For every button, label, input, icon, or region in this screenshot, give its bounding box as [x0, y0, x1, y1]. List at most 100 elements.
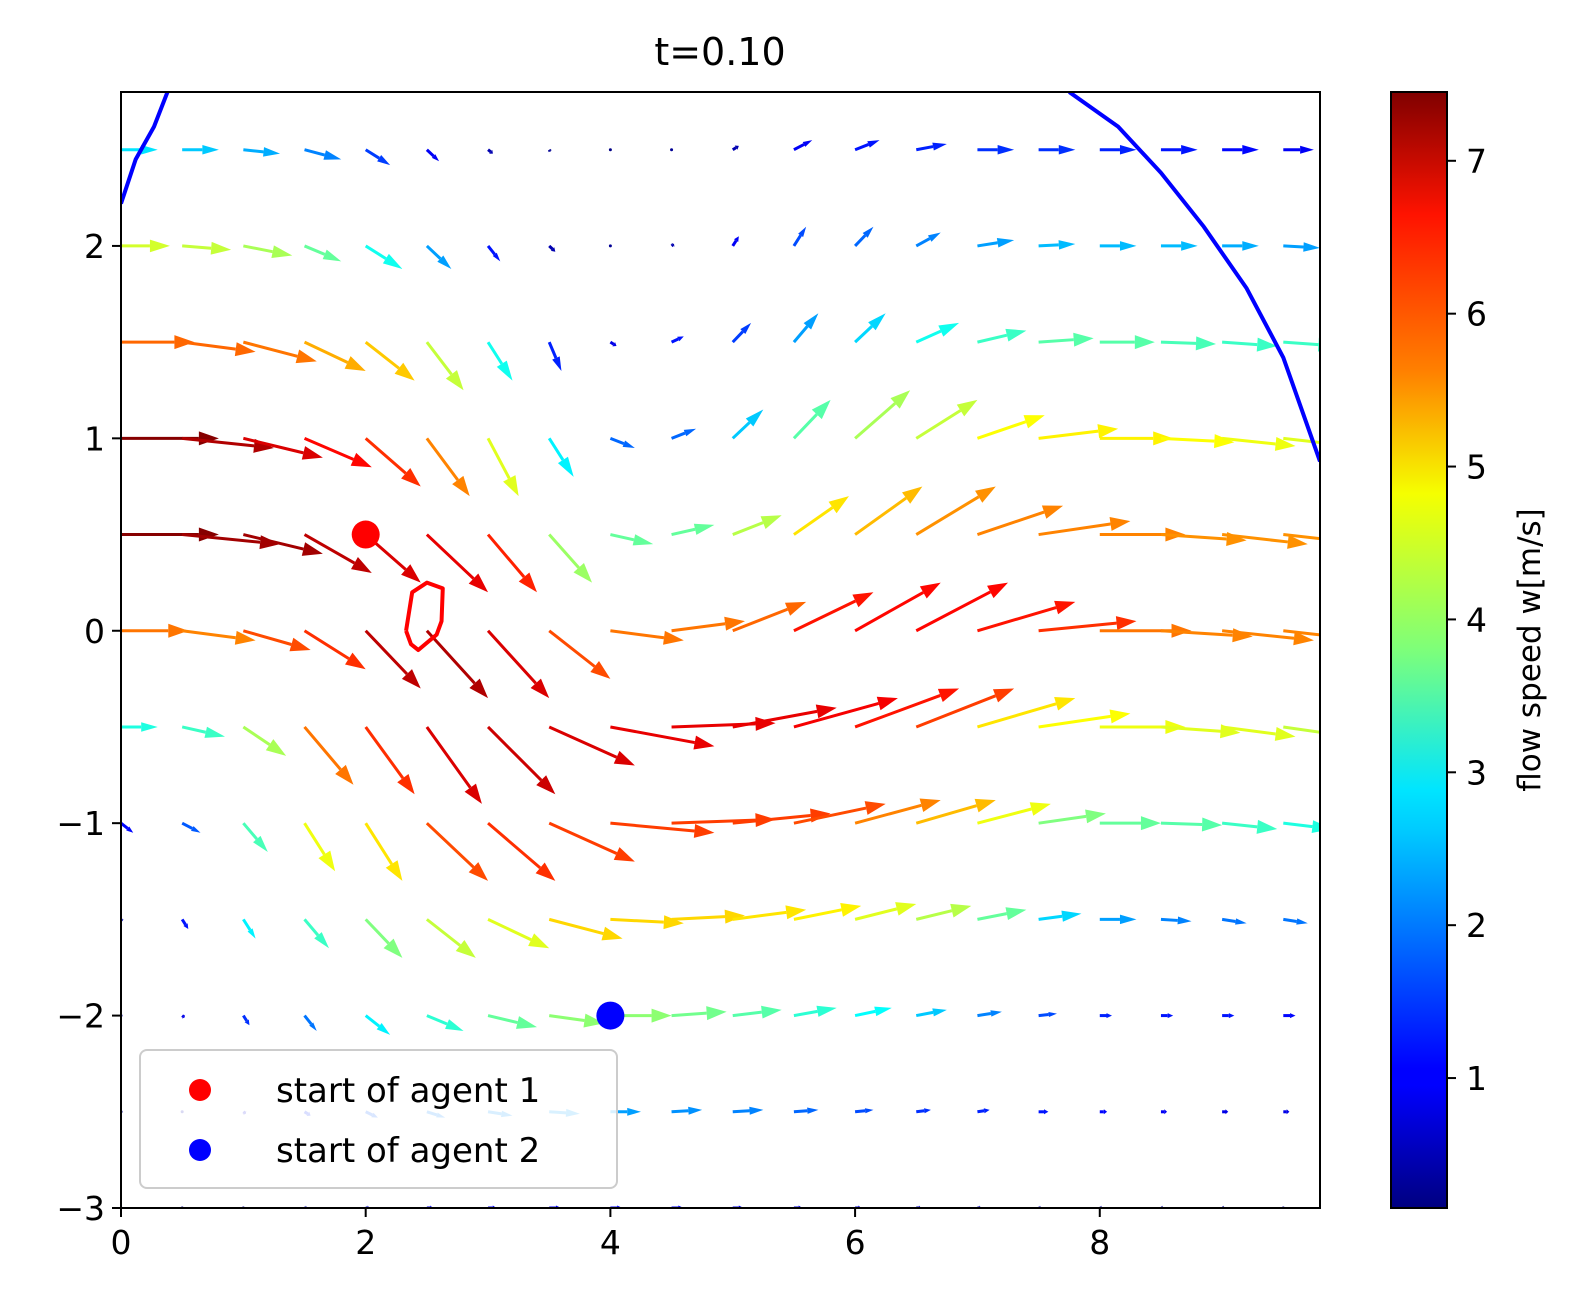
quiver-arrow	[182, 436, 274, 453]
quiver-arrow	[242, 533, 323, 556]
quiver-arrow	[1099, 241, 1137, 251]
y-tick-label: −3	[56, 1189, 105, 1228]
quiver-arrow	[487, 918, 550, 949]
quiver-arrow	[732, 808, 831, 825]
quiver-arrow	[793, 140, 813, 152]
quiver-arrow	[793, 592, 874, 633]
quiver-arrow	[732, 601, 807, 633]
quiver-arrow	[182, 144, 219, 155]
quiver-arrow	[671, 428, 697, 440]
legend-box	[139, 1049, 618, 1189]
quiver-arrow	[915, 322, 960, 344]
quiver-arrow	[364, 148, 391, 166]
quiver-arrow	[121, 821, 134, 833]
quiver-arrow	[732, 515, 782, 536]
quiver-arrow	[732, 1005, 782, 1019]
quiver-arrow	[732, 704, 837, 729]
quiver-arrow	[1038, 910, 1082, 922]
quiver-arrow	[1283, 1013, 1296, 1019]
quiver-arrow	[303, 918, 329, 949]
quiver-arrow	[303, 1014, 317, 1031]
quiver-arrow	[731, 236, 739, 247]
quiver-arrow	[671, 1106, 703, 1115]
quiver-arrow	[1283, 337, 1320, 352]
quiver-arrow	[1160, 1109, 1168, 1115]
agent-1-path	[404, 580, 445, 652]
quiver-arrow	[1283, 533, 1320, 541]
quiver-arrow	[916, 1108, 931, 1114]
quiver-arrow	[486, 725, 556, 795]
quiver-arrow	[1038, 240, 1076, 250]
quiver-arrow	[610, 915, 684, 930]
quiver-arrow	[1222, 144, 1259, 155]
quiver-arrow	[364, 1014, 391, 1035]
quiver-arrow	[243, 147, 281, 157]
quiver-arrow	[487, 148, 493, 154]
quiver-arrow	[486, 244, 501, 262]
quiver-arrow	[1099, 914, 1137, 925]
quiver-arrow	[303, 822, 336, 872]
quiver-arrow	[1038, 424, 1119, 440]
quiver-arrow	[671, 523, 715, 537]
quiver-arrow	[854, 390, 911, 440]
colorbar-tick-label: 2	[1466, 906, 1487, 945]
quiver-arrow	[1038, 616, 1137, 633]
quiver-arrow	[1222, 1013, 1235, 1019]
quiver-arrow	[548, 629, 611, 679]
quiver-arrow	[609, 436, 635, 448]
quiver-arrow	[1222, 241, 1259, 251]
quiver-arrow	[121, 144, 158, 155]
quiver-arrow	[792, 399, 831, 440]
quiver-arrow	[793, 496, 849, 536]
legend: start of agent 1 start of agent 2	[139, 1049, 618, 1189]
quiver-arrow	[548, 725, 635, 766]
quiver-arrow	[425, 629, 489, 699]
quiver-arrow	[854, 486, 923, 536]
quiver-arrows	[121, 140, 1320, 1208]
quiver-arrow	[1283, 629, 1320, 637]
quiver-arrow	[547, 437, 574, 477]
quiver-arrow	[915, 903, 972, 921]
quiver-arrow	[976, 415, 1045, 440]
boundary-curves	[121, 92, 1320, 463]
quiver-arrow	[1283, 1109, 1290, 1115]
colorbar-label: flow speed w[m/s]	[1512, 508, 1548, 792]
quiver-arrow	[303, 244, 342, 262]
quiver-arrow	[549, 1013, 605, 1028]
quiver-arrow	[671, 616, 745, 633]
quiver-arrow	[242, 725, 287, 756]
quiver-arrow	[915, 582, 1009, 633]
quiver-arrow	[1038, 709, 1131, 729]
quiver-arrow	[793, 902, 862, 921]
quiver-arrow	[854, 902, 917, 921]
quiver-arrow	[425, 822, 489, 881]
quiver-arrow	[364, 340, 415, 381]
quiver-arrow	[1283, 820, 1320, 833]
quiver-arrow	[243, 244, 293, 259]
quiver-arrow	[610, 725, 715, 750]
quiver-arrow	[1038, 1109, 1049, 1115]
quiver-arrow	[425, 341, 464, 391]
quiver-arrow	[915, 688, 1015, 729]
quiver-arrow	[486, 341, 513, 381]
x-tick-label: 4	[600, 1223, 621, 1262]
quiver-arrow	[977, 802, 1051, 825]
colorbar-tick-label: 4	[1466, 600, 1487, 639]
quiver-arrow	[915, 399, 978, 440]
quiver-arrow	[915, 142, 947, 152]
quiver-arrow	[1160, 531, 1247, 546]
quiver-arrow	[1099, 1013, 1113, 1019]
quiver-arrow	[303, 533, 372, 574]
quiver-arrow	[793, 696, 898, 729]
quiver-arrow	[364, 822, 403, 881]
quiver-arrow	[854, 313, 886, 344]
quiver-arrow	[608, 244, 612, 248]
quiver-arrow	[487, 822, 556, 881]
quiver-arrow	[1038, 1012, 1057, 1018]
agent-start-markers	[351, 520, 625, 1030]
quiver-arrow	[364, 918, 403, 958]
quiver-arrow	[1221, 725, 1296, 741]
quiver-arrow	[854, 582, 941, 633]
quiver-arrow	[671, 909, 745, 924]
colorbar-tick-label: 5	[1466, 448, 1487, 487]
